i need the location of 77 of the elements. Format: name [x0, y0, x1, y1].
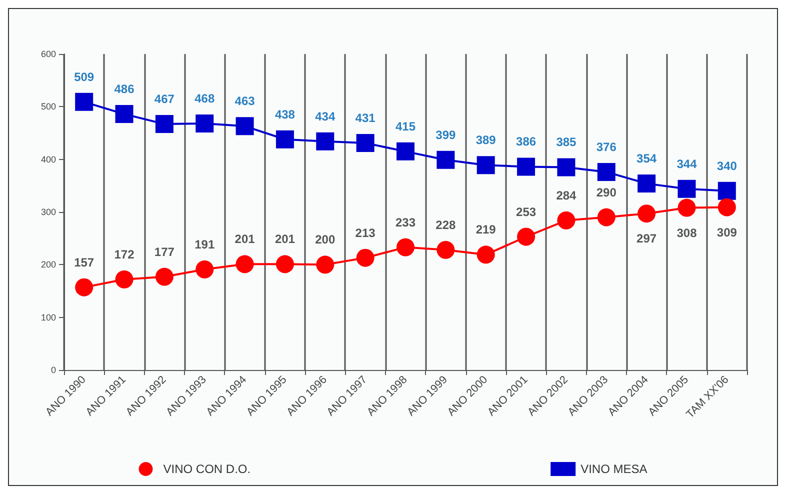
data-label: 201	[274, 232, 296, 246]
point	[316, 132, 334, 150]
point	[517, 158, 536, 176]
y-tick-label: 600	[40, 49, 56, 59]
data-label: 486	[114, 82, 135, 96]
data-label: 434	[315, 109, 336, 124]
y-tick-label: 200	[40, 260, 56, 270]
point	[75, 278, 94, 296]
point	[557, 211, 576, 230]
data-label: 228	[436, 218, 456, 232]
y-tick-label: 500	[40, 102, 56, 112]
point	[678, 198, 696, 217]
data-label: 340	[716, 158, 738, 173]
point	[316, 256, 334, 274]
point	[115, 270, 134, 288]
data-label: 385	[556, 135, 577, 150]
data-label: 309	[716, 225, 738, 240]
point	[155, 268, 174, 286]
point	[557, 158, 576, 176]
point	[597, 208, 616, 226]
data-label: 284	[556, 188, 577, 202]
data-label: 157	[74, 255, 94, 270]
data-label: 177	[154, 244, 175, 259]
data-label: 201	[234, 232, 256, 246]
point	[155, 115, 174, 134]
y-tick-label: 100	[40, 312, 56, 322]
point	[436, 150, 455, 169]
y-tick-label: 400	[40, 154, 56, 164]
point	[517, 228, 536, 246]
data-label: 308	[676, 226, 698, 240]
point	[276, 130, 294, 148]
data-label: 297	[636, 232, 657, 246]
data-label: 509	[74, 70, 94, 84]
point	[115, 105, 134, 124]
data-label: 233	[395, 215, 416, 230]
legend-label: VINO MESA	[580, 462, 648, 476]
y-tick-label: 300	[40, 207, 56, 217]
data-label: 415	[395, 119, 416, 134]
data-label: 463	[234, 94, 256, 108]
legend-label: VINO CON D.O.	[163, 462, 251, 476]
point	[196, 114, 214, 133]
point	[236, 255, 254, 274]
data-label: 290	[596, 185, 617, 200]
data-label: 213	[355, 226, 376, 240]
point	[356, 248, 374, 267]
point	[597, 162, 616, 181]
point	[638, 204, 656, 223]
data-label: 172	[114, 247, 135, 262]
point	[678, 180, 696, 198]
point	[718, 198, 736, 216]
y-tick-label: 0	[50, 365, 56, 375]
point	[196, 260, 214, 278]
data-label: 354	[636, 152, 657, 166]
data-label: 431	[355, 111, 376, 126]
point	[396, 142, 414, 160]
data-label: 468	[194, 92, 215, 106]
data-label: 467	[154, 92, 175, 106]
data-label: 376	[596, 140, 617, 154]
point	[638, 174, 656, 193]
point	[476, 246, 495, 264]
data-label: 219	[476, 222, 496, 237]
point	[396, 238, 414, 256]
data-label: 253	[516, 204, 536, 219]
point	[236, 117, 254, 136]
data-label: 386	[516, 134, 536, 149]
data-label: 438	[274, 107, 296, 122]
point	[356, 134, 374, 152]
data-label: 191	[194, 237, 215, 252]
data-label: 344	[676, 156, 698, 171]
point	[276, 255, 294, 274]
data-label: 399	[436, 128, 456, 142]
point	[476, 156, 495, 174]
point	[718, 182, 736, 200]
data-label: 389	[476, 133, 496, 148]
data-label: 200	[315, 232, 336, 247]
point	[436, 240, 455, 259]
point	[75, 92, 94, 111]
